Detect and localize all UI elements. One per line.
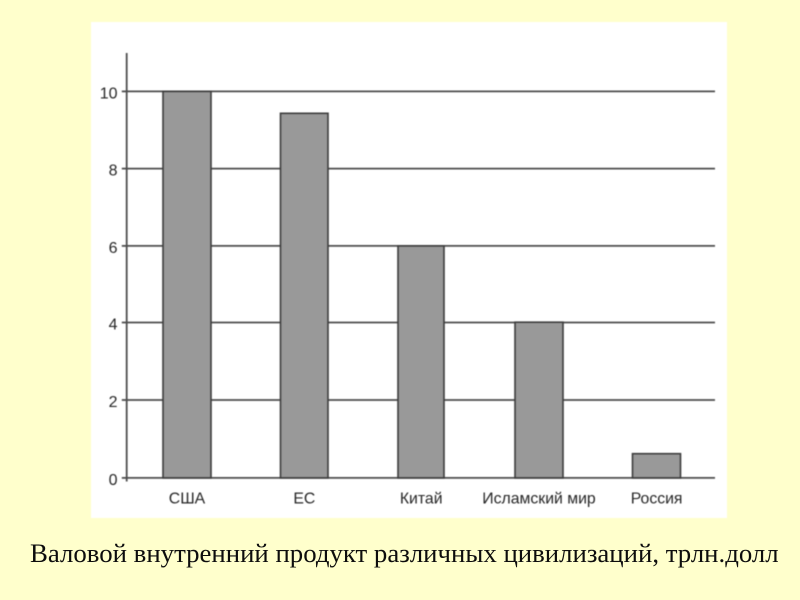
svg-text:США: США [169, 491, 206, 508]
svg-text:ЕС: ЕС [293, 491, 315, 508]
svg-text:10: 10 [100, 86, 118, 103]
svg-text:8: 8 [109, 163, 118, 180]
svg-text:Россия: Россия [631, 491, 683, 508]
svg-text:Китай: Китай [400, 491, 443, 508]
svg-text:0: 0 [109, 472, 118, 489]
svg-text:2: 2 [109, 394, 118, 411]
svg-text:4: 4 [109, 317, 118, 334]
svg-text:Исламский мир: Исламский мир [482, 491, 596, 508]
svg-text:6: 6 [109, 240, 118, 257]
